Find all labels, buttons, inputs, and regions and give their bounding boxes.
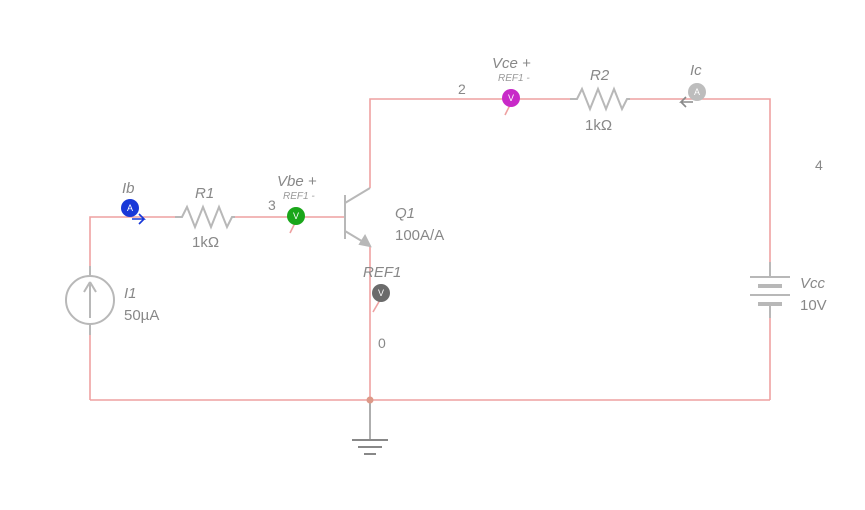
svg-text:A: A [127, 203, 133, 213]
svg-text:A: A [694, 87, 700, 97]
node-0: 0 [378, 335, 386, 351]
current-source-I1[interactable] [66, 266, 114, 335]
probe-Ic-label: Ic [690, 62, 702, 79]
Vcc-value: 10V [800, 297, 827, 314]
resistor-R1[interactable] [175, 207, 235, 227]
probe-Vbe[interactable]: V [287, 207, 305, 225]
node-2: 2 [458, 81, 466, 97]
I1-value: 50µA [124, 307, 159, 324]
I1-label: I1 [124, 285, 137, 302]
probe-Ib[interactable]: A [121, 199, 144, 224]
probe-REF1-label: REF1 [363, 264, 401, 281]
node-3: 3 [268, 197, 276, 213]
probe-Ib-label: Ib [122, 180, 135, 197]
R2-value: 1kΩ [585, 117, 612, 134]
probe-REF1[interactable]: V [372, 284, 390, 302]
Q1-label: Q1 [395, 205, 415, 222]
probe-Vbe-sub: REF1 - [283, 191, 315, 202]
Q1-value: 100A/A [395, 227, 444, 244]
svg-text:V: V [378, 288, 384, 298]
resistor-R2[interactable] [570, 89, 630, 109]
transistor-Q1[interactable] [345, 188, 370, 246]
probe-Ic[interactable]: A [681, 83, 706, 107]
probe-Vce-label: Vce + [492, 55, 531, 72]
node-4: 4 [815, 157, 823, 173]
junction-dot [367, 397, 374, 404]
probe-Vce-sub: REF1 - [498, 73, 530, 84]
probe-Vbe-label: Vbe + [277, 173, 317, 190]
Vcc-label: Vcc [800, 275, 826, 292]
R2-label: R2 [590, 67, 610, 84]
ground-symbol [352, 440, 388, 454]
wires [90, 99, 770, 440]
battery-Vcc[interactable] [750, 262, 790, 318]
svg-text:V: V [508, 93, 514, 103]
R1-label: R1 [195, 185, 214, 202]
svg-text:V: V [293, 211, 299, 221]
circuit-canvas: I1 50µA R1 1kΩ R2 1kΩ Q1 100A/A Vcc 10V … [0, 0, 865, 510]
R1-value: 1kΩ [192, 234, 219, 251]
probe-Vce[interactable]: V [502, 89, 520, 107]
